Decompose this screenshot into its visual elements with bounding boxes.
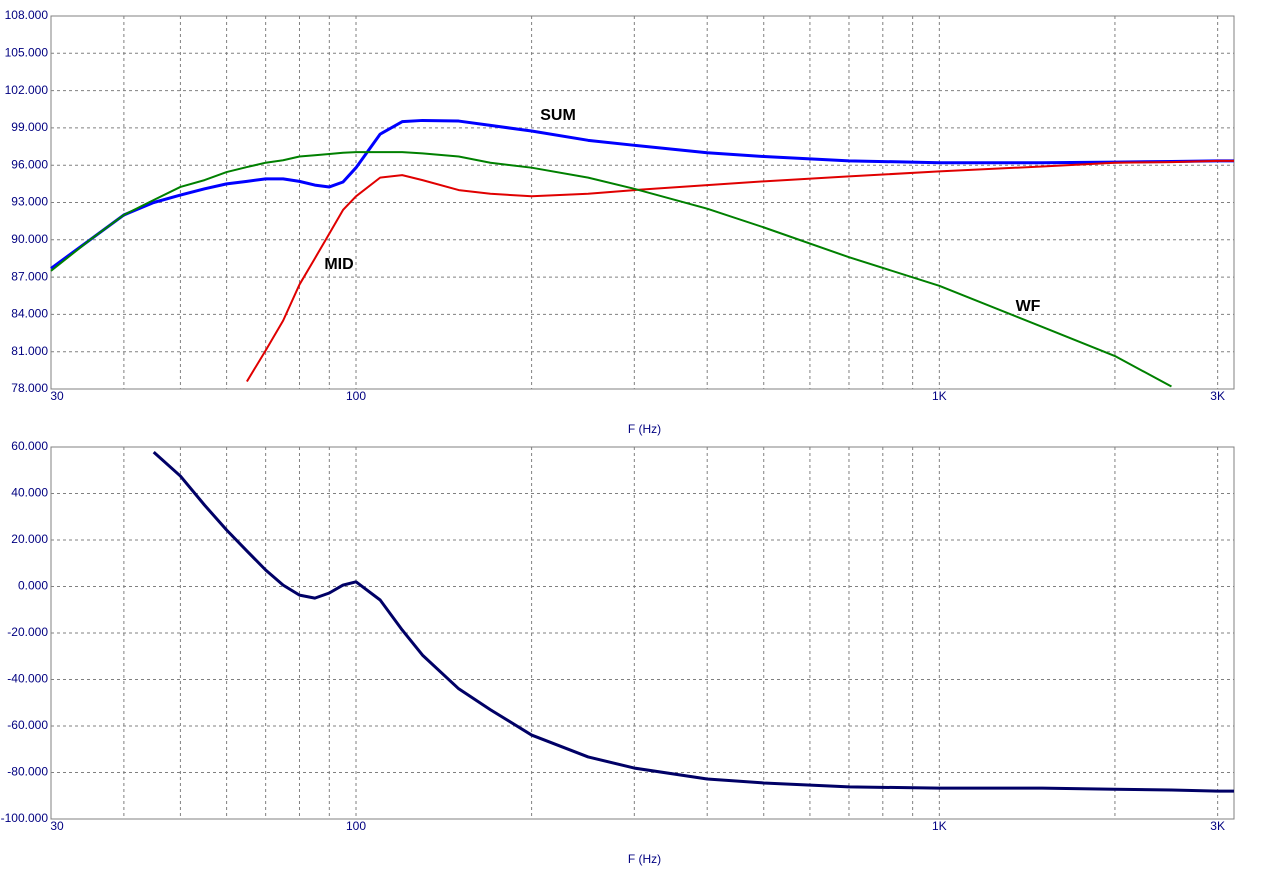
series-label: WF (1016, 298, 1041, 315)
y-tick-label: 20.000 (11, 532, 48, 546)
y-tick-label: 87.000 (11, 269, 48, 283)
series-line (152, 450, 1234, 793)
x-tick-label: 1K (932, 819, 947, 833)
series-line (50, 151, 1172, 388)
y-tick-label: -20.000 (7, 625, 48, 639)
y-tick-label: 105.000 (5, 45, 49, 59)
series-label: MID (324, 256, 353, 273)
x-tick-label: 3K (1210, 389, 1225, 403)
y-tick-label: -80.000 (7, 765, 48, 779)
y-tick-label: 40.000 (11, 486, 48, 500)
series-label: SUM (540, 107, 576, 124)
y-tick-label: 84.000 (11, 307, 48, 321)
series-line (246, 159, 1234, 383)
plot-frame (50, 15, 1235, 390)
y-tick-label: 81.000 (11, 344, 48, 358)
x-tick-label: 100 (346, 389, 366, 403)
y-tick-label: 90.000 (11, 232, 48, 246)
y-tick-label: 60.000 (11, 439, 48, 453)
x-tick-label: 3K (1210, 819, 1225, 833)
series-line (50, 118, 1234, 270)
y-tick-label: -100.000 (1, 811, 49, 825)
y-tick-label: -40.000 (7, 672, 48, 686)
x-tick-label: 30 (50, 819, 64, 833)
y-tick-label: 96.000 (11, 157, 48, 171)
y-tick-label: 108.000 (5, 8, 49, 22)
y-tick-label: -60.000 (7, 718, 48, 732)
y-tick-label: 78.000 (11, 381, 48, 395)
y-tick-label: 102.000 (5, 83, 49, 97)
x-tick-label: 30 (50, 389, 64, 403)
x-tick-label: 1K (932, 389, 947, 403)
x-axis-label: F (Hz) (628, 422, 661, 436)
x-axis-label: F (Hz) (628, 852, 661, 866)
plot-frame (50, 446, 1235, 820)
y-tick-label: 93.000 (11, 195, 48, 209)
y-tick-label: 0.000 (18, 579, 48, 593)
y-tick-label: 99.000 (11, 120, 48, 134)
x-tick-label: 100 (346, 819, 366, 833)
